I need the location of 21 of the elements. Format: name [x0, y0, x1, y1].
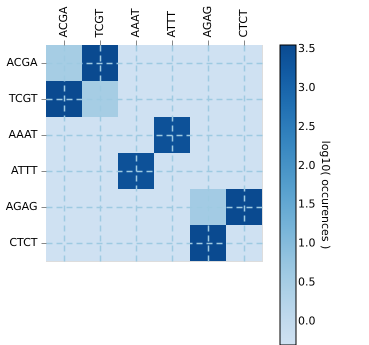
color-bar-label: 1.0 — [298, 236, 316, 250]
color-bar-label: 3.5 — [298, 42, 316, 55]
color-bar-label: 2.0 — [298, 158, 316, 172]
y-tick-label: ACGA — [6, 56, 38, 69]
x-tick-label: CTCT — [237, 9, 250, 38]
color-bar-label: 0.0 — [298, 314, 316, 328]
y-tick-label: AGAG — [6, 200, 38, 213]
y-tick-label: ATTT — [11, 164, 38, 177]
x-tick-label: ATTT — [165, 10, 178, 38]
y-tick-label: TCGT — [8, 92, 38, 105]
x-tick-label: AGAG — [201, 6, 214, 38]
y-tick-label: AAAT — [8, 128, 38, 141]
x-tick-label: AAAT — [129, 8, 142, 38]
x-tick-label: TCGT — [93, 8, 106, 38]
color-bar-label: 2.5 — [298, 120, 316, 133]
x-tick-label: ACGA — [57, 6, 70, 38]
color-bar-label: 1.5 — [298, 198, 316, 211]
color-bar-label: 3.0 — [298, 80, 316, 94]
color-bar-title: log10( occurences ) — [319, 140, 332, 250]
color-bar-label: 0.5 — [298, 276, 316, 289]
y-tick-label: CTCT — [9, 236, 38, 249]
